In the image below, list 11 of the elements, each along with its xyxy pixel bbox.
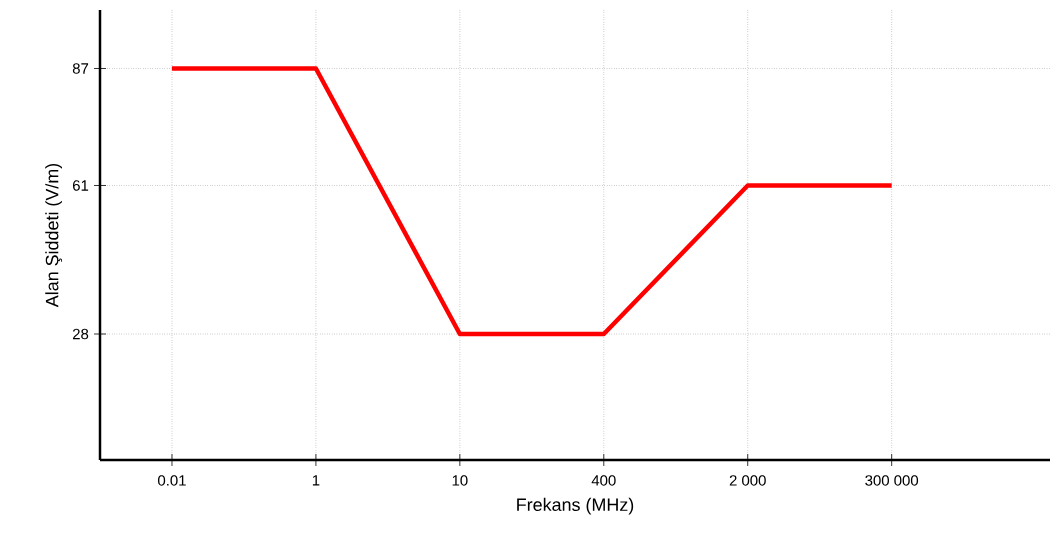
x-tick-label: 0.01 <box>158 475 186 486</box>
y-tick-label: 28 <box>72 328 89 340</box>
x-tick-label: 1 <box>312 475 320 486</box>
y-axis-title: Alan Şiddeti (V/m) <box>45 163 63 308</box>
x-tick-label: 400 <box>591 475 616 486</box>
x-tick-label: 300 000 <box>865 475 919 486</box>
y-tick-label: 61 <box>72 180 89 191</box>
x-tick-label: 10 <box>452 475 468 486</box>
x-tick-label: 2 000 <box>729 475 766 486</box>
x-axis-title: Frekans (MHz) <box>517 497 634 515</box>
y-tick-label: 87 <box>72 63 89 74</box>
